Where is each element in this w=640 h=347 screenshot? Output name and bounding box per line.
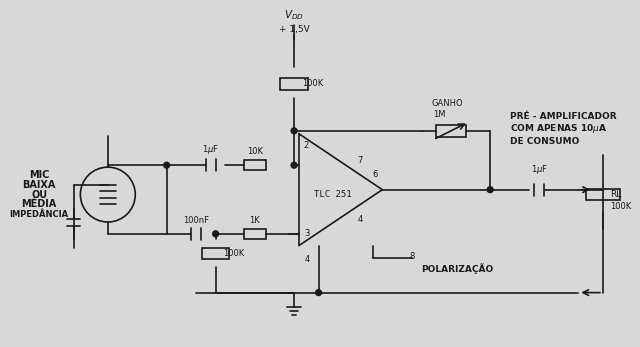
Text: 1K: 1K (250, 216, 260, 225)
Text: MÉDIA: MÉDIA (22, 200, 57, 209)
Text: 100K: 100K (302, 79, 323, 88)
Bar (586, 189, 620, 201)
Text: 10K: 10K (247, 147, 263, 156)
Text: RL: RL (610, 190, 621, 199)
Text: 8: 8 (409, 252, 415, 261)
Circle shape (164, 162, 170, 168)
Text: 1$\mu$F: 1$\mu$F (202, 143, 220, 156)
Polygon shape (299, 134, 382, 246)
Text: $V_{DD}$: $V_{DD}$ (284, 8, 304, 22)
Text: 100K: 100K (223, 249, 244, 258)
Text: TLC 251: TLC 251 (314, 190, 352, 199)
Text: 6: 6 (372, 170, 378, 179)
Text: 100nF: 100nF (183, 216, 209, 225)
Text: DE CONSUMO: DE CONSUMO (509, 137, 579, 146)
Text: 3: 3 (304, 229, 309, 238)
Text: IMPEDÂNCIA: IMPEDÂNCIA (10, 210, 68, 219)
Bar (202, 247, 229, 259)
Bar (244, 160, 266, 170)
Text: 4: 4 (304, 255, 310, 264)
Text: 2: 2 (304, 141, 309, 150)
Text: 1M: 1M (433, 110, 445, 119)
Circle shape (212, 231, 219, 237)
Bar (280, 78, 308, 90)
Circle shape (487, 187, 493, 193)
Text: 4: 4 (358, 214, 363, 223)
Text: + 1,5V: + 1,5V (278, 25, 310, 34)
Bar (436, 125, 466, 137)
Bar (244, 229, 266, 239)
Text: MIC: MIC (29, 170, 49, 180)
Text: 7: 7 (357, 156, 363, 165)
Text: BAIXA: BAIXA (22, 180, 56, 190)
Circle shape (291, 128, 297, 134)
Text: PRÉ - AMPLIFICADOR: PRÉ - AMPLIFICADOR (509, 112, 616, 121)
Text: OU: OU (31, 189, 47, 200)
Text: GANHO: GANHO (431, 99, 463, 108)
Text: 1$\mu$F: 1$\mu$F (531, 163, 548, 176)
Text: COM APENAS 10$\mu$A: COM APENAS 10$\mu$A (509, 122, 607, 135)
Text: POLARIZAÇÃO: POLARIZAÇÃO (422, 263, 494, 273)
Text: 100K: 100K (610, 202, 631, 211)
Circle shape (316, 290, 321, 296)
Circle shape (291, 162, 297, 168)
